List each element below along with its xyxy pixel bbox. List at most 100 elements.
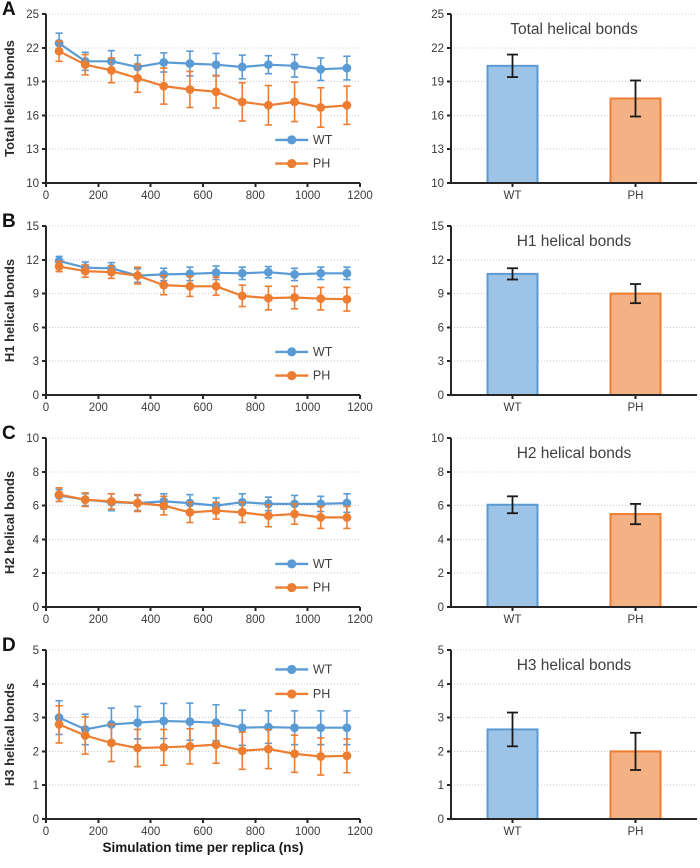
svg-text:H1 helical bonds: H1 helical bonds <box>2 259 17 362</box>
svg-text:400: 400 <box>141 190 160 202</box>
svg-text:Simulation time per replica (n: Simulation time per replica (ns) <box>102 840 303 855</box>
svg-text:0: 0 <box>33 814 39 826</box>
svg-text:H2 helical bonds: H2 helical bonds <box>517 445 632 462</box>
svg-text:13: 13 <box>26 144 39 156</box>
svg-text:10: 10 <box>431 433 444 445</box>
svg-text:0: 0 <box>438 602 444 614</box>
svg-text:600: 600 <box>193 614 212 626</box>
svg-text:PH: PH <box>628 402 644 414</box>
svg-text:22: 22 <box>26 43 39 55</box>
svg-text:800: 800 <box>246 614 265 626</box>
svg-text:WT: WT <box>313 557 333 571</box>
svg-text:12: 12 <box>26 255 39 267</box>
svg-text:6: 6 <box>438 501 444 513</box>
svg-text:H2 helical bonds: H2 helical bonds <box>2 471 17 574</box>
svg-text:8: 8 <box>438 467 444 479</box>
svg-text:1200: 1200 <box>347 402 373 414</box>
svg-text:4: 4 <box>33 534 40 546</box>
svg-text:WT: WT <box>504 614 522 626</box>
svg-text:0: 0 <box>33 602 39 614</box>
svg-text:5: 5 <box>438 645 444 657</box>
svg-text:WT: WT <box>504 190 522 202</box>
panel-a-letter: A <box>2 0 16 20</box>
panel-a-charts: 10 13 16 19 22 25 0 200 400 600 800 1000 1200 Total h… <box>2 9 697 202</box>
svg-text:400: 400 <box>141 614 160 626</box>
svg-text:200: 200 <box>89 614 108 626</box>
svg-text:WT: WT <box>313 345 333 359</box>
svg-text:3: 3 <box>438 356 444 368</box>
svg-text:1200: 1200 <box>347 190 373 202</box>
panel-c-charts: 0 2 4 6 8 10 0 200 400 600 800 1000 1200 H2 helical b… <box>2 433 697 626</box>
svg-text:1000: 1000 <box>295 190 321 202</box>
svg-text:200: 200 <box>89 190 108 202</box>
svg-text:PH: PH <box>628 190 644 202</box>
svg-text:800: 800 <box>246 190 265 202</box>
svg-text:2: 2 <box>33 568 39 580</box>
svg-text:3: 3 <box>438 713 444 725</box>
svg-text:10: 10 <box>26 178 39 190</box>
svg-text:Total helical bonds: Total helical bonds <box>2 40 17 157</box>
svg-text:10: 10 <box>431 178 444 190</box>
svg-text:0: 0 <box>438 390 444 402</box>
svg-text:9: 9 <box>33 289 39 301</box>
svg-text:PH: PH <box>313 369 330 383</box>
svg-text:9: 9 <box>438 289 444 301</box>
svg-text:2: 2 <box>438 568 444 580</box>
svg-text:12: 12 <box>431 255 444 267</box>
svg-text:1: 1 <box>438 780 444 792</box>
panel-d-charts: 0 1 2 3 4 5 0 200 400 600 800 1000 1200 H3 helical bo… <box>2 645 697 855</box>
svg-text:4: 4 <box>438 679 445 691</box>
svg-text:4: 4 <box>438 534 445 546</box>
svg-text:10: 10 <box>26 433 39 445</box>
svg-text:PH: PH <box>313 581 330 595</box>
svg-text:PH: PH <box>313 157 330 171</box>
svg-text:WT: WT <box>313 662 333 676</box>
svg-text:WT: WT <box>504 826 522 838</box>
svg-text:1000: 1000 <box>295 614 321 626</box>
svg-text:0: 0 <box>33 390 39 402</box>
svg-text:1200: 1200 <box>347 614 373 626</box>
svg-text:5: 5 <box>33 645 39 657</box>
svg-text:H3 helical bonds: H3 helical bonds <box>2 683 17 786</box>
svg-text:400: 400 <box>141 402 160 414</box>
svg-text:0: 0 <box>43 614 49 626</box>
svg-text:15: 15 <box>431 221 444 233</box>
svg-text:1000: 1000 <box>295 402 321 414</box>
panel-c-letter: C <box>2 423 16 444</box>
panel-d-letter: D <box>2 635 16 656</box>
svg-text:25: 25 <box>431 9 444 21</box>
panel-b-row: B 0 3 6 9 12 15 0 200 400 600 800 1000 1200 H1 helica… <box>0 212 700 424</box>
svg-text:6: 6 <box>33 322 39 334</box>
svg-text:19: 19 <box>431 77 444 89</box>
svg-text:WT: WT <box>313 133 333 147</box>
svg-text:800: 800 <box>246 826 265 838</box>
panel-d-row: D 0 1 2 3 4 5 0 200 400 600 800 1000 1200 H3 helical … <box>0 636 700 868</box>
svg-text:H3 helical bonds: H3 helical bonds <box>517 657 632 674</box>
panel-a-row: A 10 13 16 19 22 25 0 200 400 600 800 1000 1200 Total… <box>0 0 700 212</box>
svg-text:0: 0 <box>43 826 49 838</box>
svg-text:Total helical bonds: Total helical bonds <box>510 21 638 38</box>
svg-text:1: 1 <box>33 780 39 792</box>
svg-text:6: 6 <box>438 322 444 334</box>
panel-c-row: C 0 2 4 6 8 10 0 200 400 600 800 1000 1200 H2 helical… <box>0 424 700 636</box>
svg-text:22: 22 <box>431 43 444 55</box>
panel-b-letter: B <box>2 211 16 232</box>
svg-text:400: 400 <box>141 826 160 838</box>
svg-text:16: 16 <box>26 110 39 122</box>
svg-text:2: 2 <box>438 746 444 758</box>
svg-text:PH: PH <box>628 826 644 838</box>
svg-text:600: 600 <box>193 826 212 838</box>
svg-text:6: 6 <box>33 501 39 513</box>
svg-text:PH: PH <box>628 614 644 626</box>
svg-text:800: 800 <box>246 402 265 414</box>
svg-text:H1 helical bonds: H1 helical bonds <box>517 233 632 250</box>
svg-text:600: 600 <box>193 190 212 202</box>
svg-text:2: 2 <box>33 746 39 758</box>
svg-text:15: 15 <box>26 221 39 233</box>
svg-text:1200: 1200 <box>347 826 373 838</box>
svg-text:0: 0 <box>43 190 49 202</box>
svg-text:PH: PH <box>313 687 330 701</box>
svg-text:13: 13 <box>431 144 444 156</box>
svg-text:19: 19 <box>26 77 39 89</box>
